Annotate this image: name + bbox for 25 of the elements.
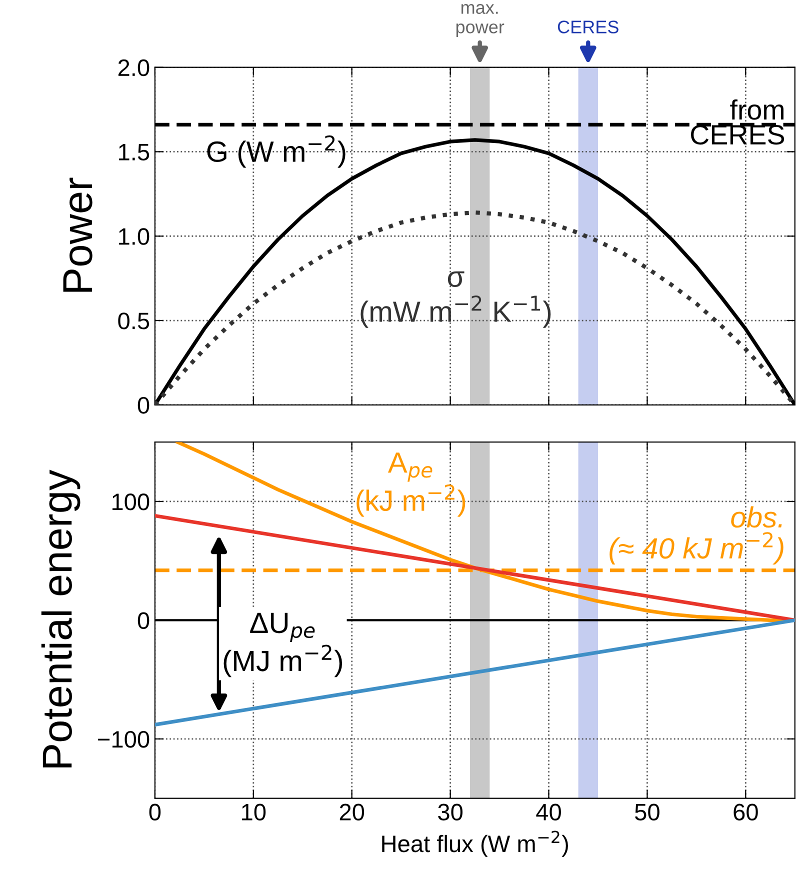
- y-tick-label: 1.0: [119, 228, 150, 245]
- y-tick-label: 2.0: [118, 59, 150, 76]
- y-tick-label: 100: [112, 494, 150, 510]
- band-label: CERES: [558, 20, 618, 34]
- series-label: σ (mW m$^{−2}$ K$^{−1}$): [360, 271, 551, 328]
- x-tick-label: 20: [340, 804, 364, 820]
- y-tick-label: −100: [98, 730, 150, 748]
- band-label: max. power: [456, 4, 504, 37]
- x-tick-label: 30: [438, 804, 463, 820]
- x-tick-label: 60: [734, 804, 758, 820]
- y-tick-label: 0: [138, 612, 150, 629]
- y-tick-label: 0: [138, 396, 150, 414]
- ref-line-label: obs. (≈ 40 kJ m$^{−2}$): [610, 506, 784, 564]
- y-tick-label: 1.5: [119, 144, 150, 161]
- annotation: ΔU$_{pe}$ (MJ m$^{−2}$): [224, 612, 342, 678]
- y-tick-label: 0.5: [118, 312, 150, 330]
- y-axis-title: Power: [63, 178, 92, 292]
- x-tick-label: 10: [242, 804, 266, 820]
- series-label: G (W m$^{−2}$): [207, 135, 346, 168]
- series-label: A$_{pe}$ (kJ m$^{−2}$): [356, 452, 466, 517]
- x-tick-label: 0: [149, 804, 161, 820]
- x-tick-label: 40: [536, 804, 561, 820]
- y-axis-title: Potential energy: [41, 470, 80, 768]
- x-tick-label: 50: [635, 804, 660, 820]
- x-axis-title: Heat flux (W m$^{−2}$): [382, 830, 568, 857]
